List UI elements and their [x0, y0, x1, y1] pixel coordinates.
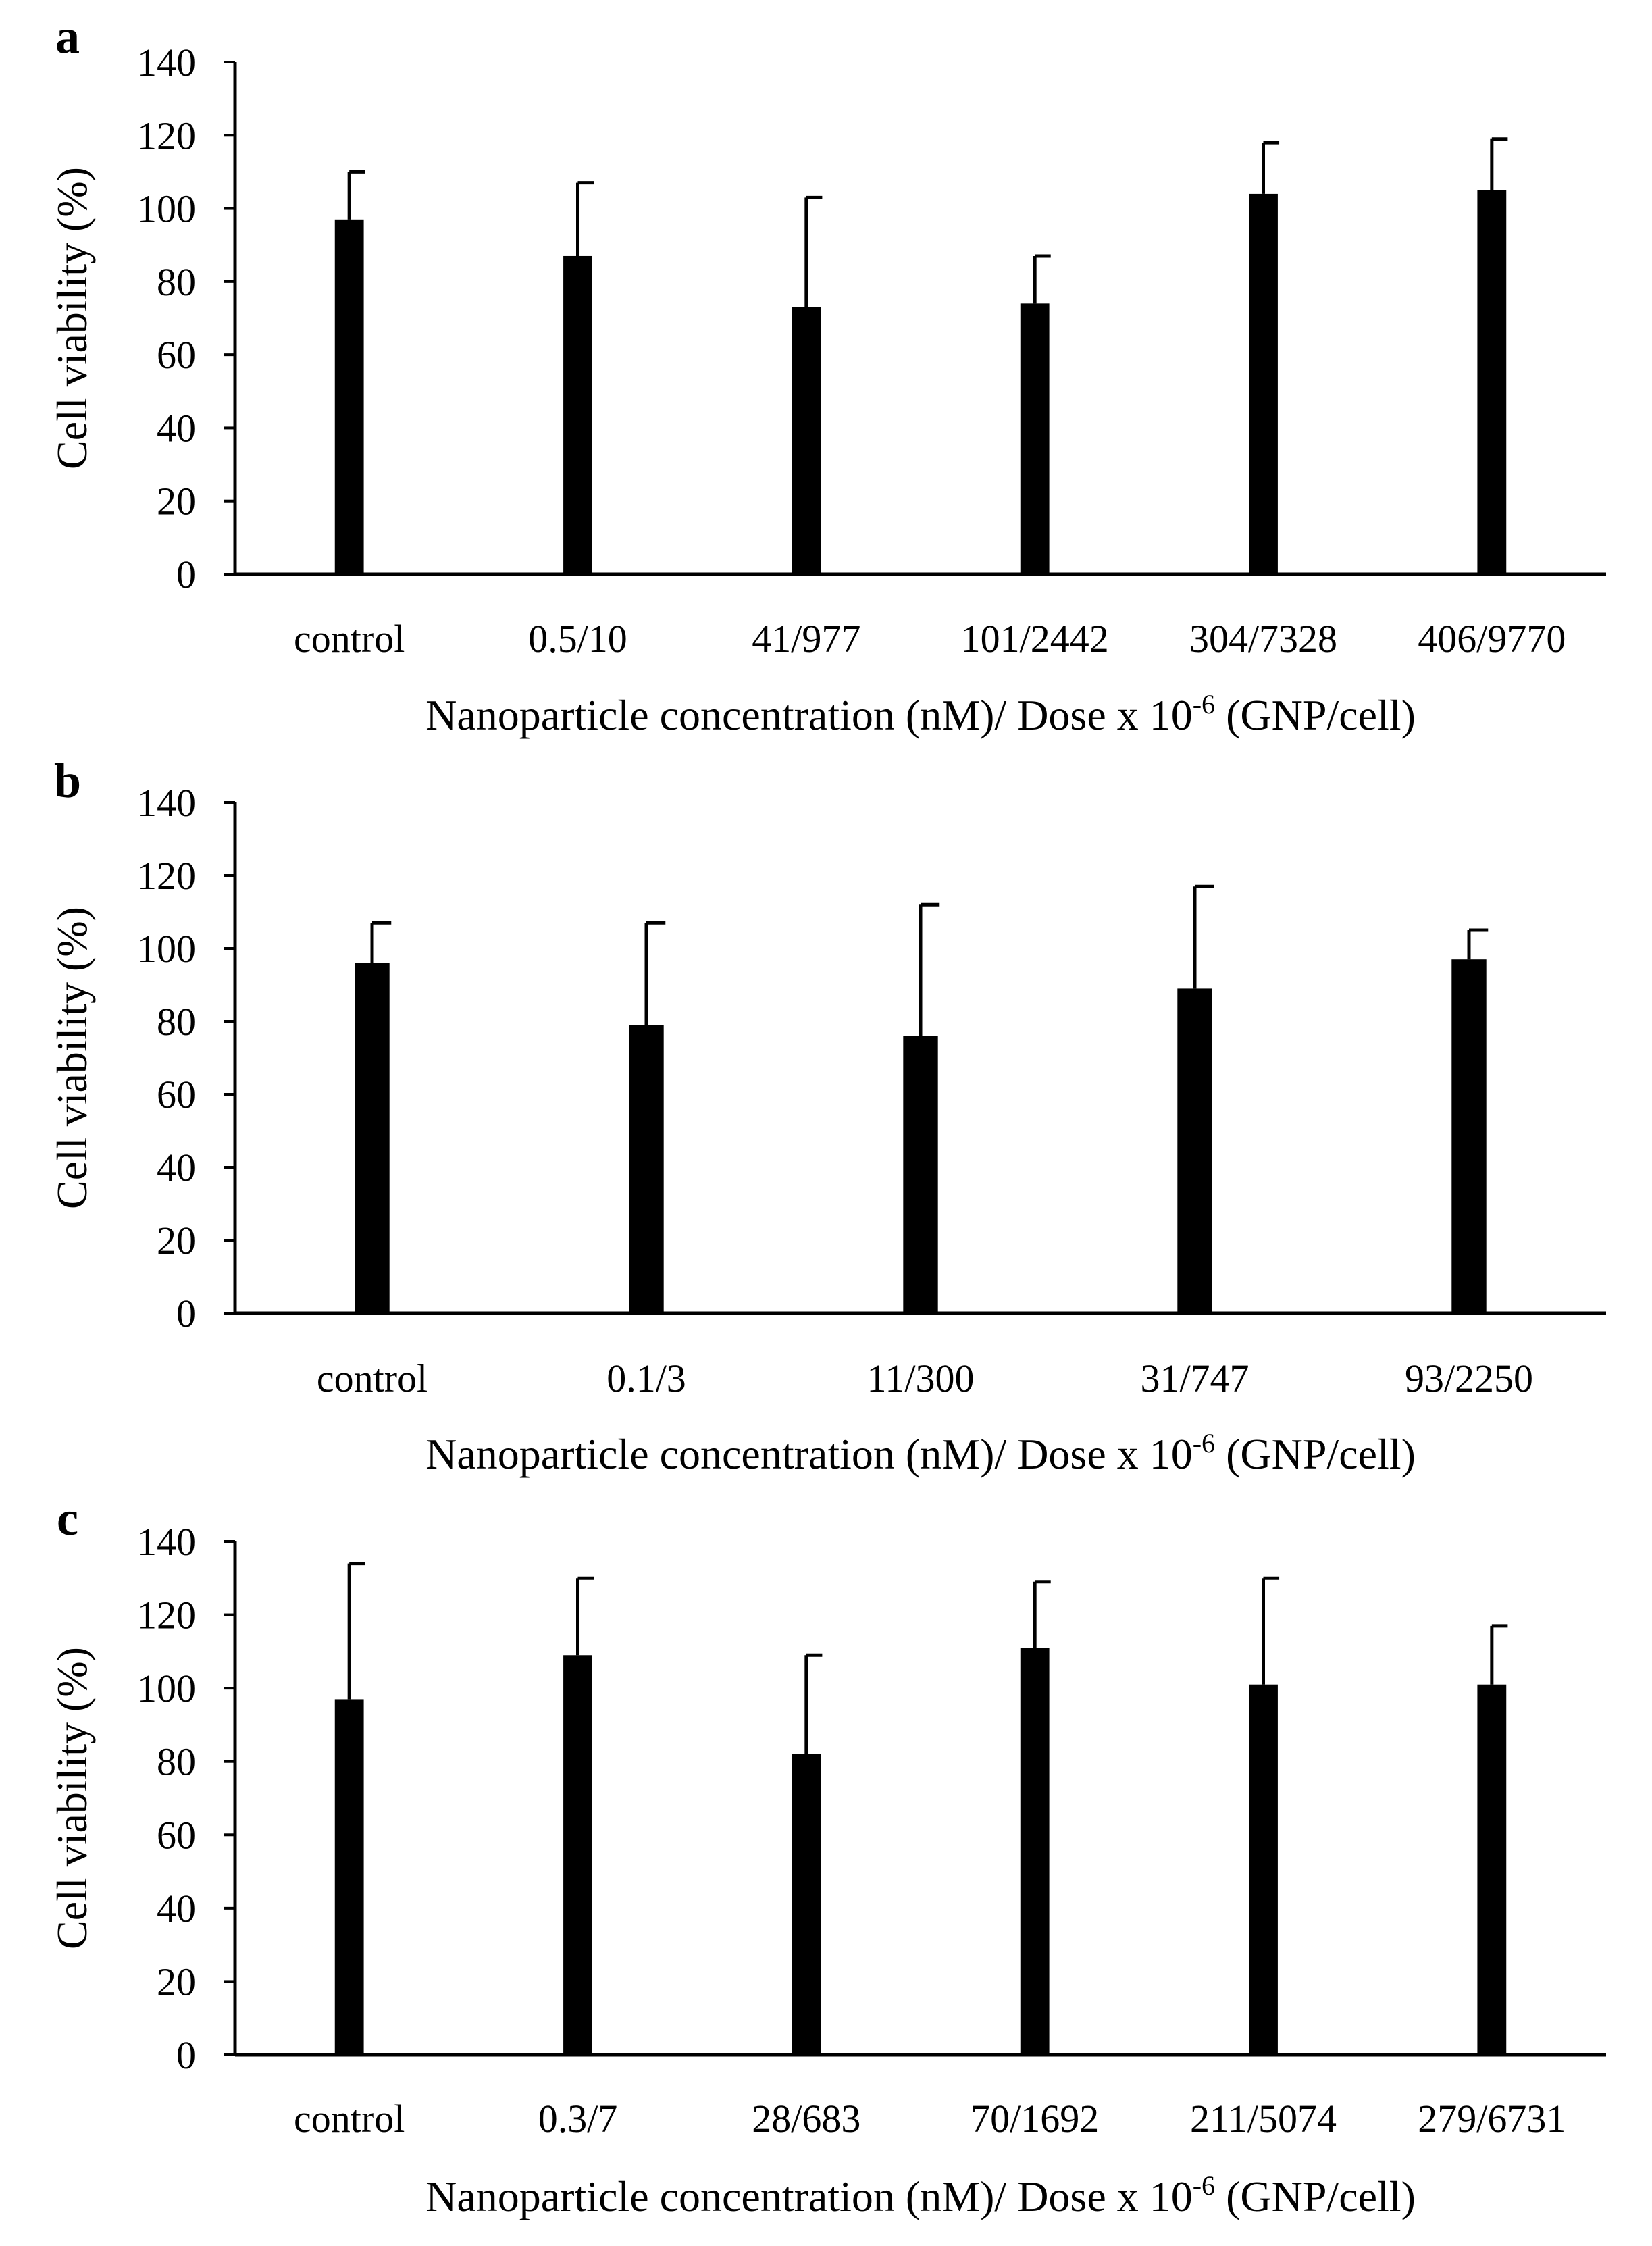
panel-a-x-tick-label: 304/7328: [1189, 617, 1337, 661]
panel-a-y-tick-label: 0: [176, 553, 196, 596]
panel-c-bar: [563, 1655, 592, 2055]
panel-a-y-tick-label: 80: [157, 260, 196, 304]
panel-c-y-tick-label: 80: [157, 1740, 196, 1784]
panel-a-x-tick-label: 406/9770: [1418, 617, 1566, 661]
panel-b-bar: [1177, 988, 1212, 1313]
panel-c-bar: [1249, 1684, 1278, 2055]
panel-b-x-tick-label: 0.1/3: [606, 1356, 686, 1400]
panel-c-bar: [792, 1754, 821, 2055]
panel-b-label: b: [54, 754, 81, 808]
panel-c-x-axis-title: Nanoparticle concentration (nM)/ Dose x …: [425, 2170, 1416, 2220]
panel-c-x-tick-label: 28/683: [752, 2097, 860, 2141]
panel-a-bar: [563, 255, 592, 574]
panel-b-y-tick-label: 40: [157, 1146, 196, 1190]
panel-a-x-axis-title: Nanoparticle concentration (nM)/ Dose x …: [425, 689, 1416, 739]
panel-b-y-tick-label: 80: [157, 1000, 196, 1044]
panel-c-y-tick-label: 60: [157, 1813, 196, 1857]
panel-b-y-tick-label: 20: [157, 1219, 196, 1262]
panel-a-bar: [792, 307, 821, 574]
panel-c-bar: [334, 1699, 364, 2055]
panel-b-y-tick-label: 120: [137, 854, 196, 898]
panel-a-y-tick-label: 20: [157, 480, 196, 524]
panel-c-y-tick-label: 0: [176, 2033, 196, 2077]
panel-a-bar: [1020, 303, 1050, 574]
panel-c-y-tick-label: 100: [137, 1666, 196, 1710]
panel-b-y-tick-label: 140: [137, 781, 196, 825]
panel-b-x-tick-label: 31/747: [1140, 1356, 1249, 1400]
panel-b-y-tick-label: 100: [137, 927, 196, 971]
panel-b-y-axis-title: Cell viability (%): [48, 907, 96, 1209]
panel-a-bar: [334, 219, 364, 574]
panel-a-y-tick-label: 140: [137, 41, 196, 84]
panel-c-bar: [1020, 1648, 1050, 2055]
panel-a-y-tick-label: 40: [157, 406, 196, 450]
panel-a-x-tick-label: 0.5/10: [528, 617, 627, 661]
panel-b-x-axis-title: Nanoparticle concentration (nM)/ Dose x …: [425, 1428, 1416, 1478]
panel-c-x-tick-label: 0.3/7: [538, 2097, 618, 2141]
panel-b-bar: [903, 1036, 938, 1313]
panel-a-x-tick-label: control: [294, 617, 405, 661]
panel-c-y-tick-label: 140: [137, 1520, 196, 1564]
panel-c-x-tick-label: 279/6731: [1418, 2097, 1566, 2141]
panel-b-y-tick-label: 0: [176, 1292, 196, 1335]
panel-a-y-tick-label: 120: [137, 113, 196, 157]
panel-c-label: c: [57, 1491, 78, 1546]
panel-b-y-tick-label: 60: [157, 1073, 196, 1117]
panel-c-y-tick-label: 20: [157, 1960, 196, 2003]
panel-c-x-tick-label: 70/1692: [971, 2097, 1099, 2141]
panel-b-x-tick-label: 11/300: [867, 1356, 975, 1400]
panel-a-bar: [1249, 193, 1278, 574]
panel-b-bar: [629, 1025, 664, 1313]
panel-a-y-axis-title: Cell viability (%): [48, 167, 96, 469]
panel-c-bar: [1477, 1684, 1507, 2055]
panel-a-bar: [1477, 190, 1507, 574]
panel-c-y-tick-label: 120: [137, 1593, 196, 1637]
panel-b-bar: [1451, 959, 1487, 1313]
panel-a-y-tick-label: 100: [137, 187, 196, 231]
panel-b-bar: [355, 963, 390, 1313]
panel-c-y-tick-label: 40: [157, 1887, 196, 1931]
panel-c-x-tick-label: control: [294, 2097, 405, 2141]
panel-b-x-tick-label: control: [317, 1356, 428, 1400]
panel-a-x-tick-label: 101/2442: [961, 617, 1109, 661]
panel-c-x-tick-label: 211/5074: [1190, 2097, 1337, 2141]
panel-a-y-tick-label: 60: [157, 333, 196, 377]
panel-a-label: a: [55, 9, 80, 63]
panel-a-x-tick-label: 41/977: [752, 617, 860, 661]
panel-b-x-tick-label: 93/2250: [1405, 1356, 1533, 1400]
panel-c-y-axis-title: Cell viability (%): [48, 1647, 96, 1949]
